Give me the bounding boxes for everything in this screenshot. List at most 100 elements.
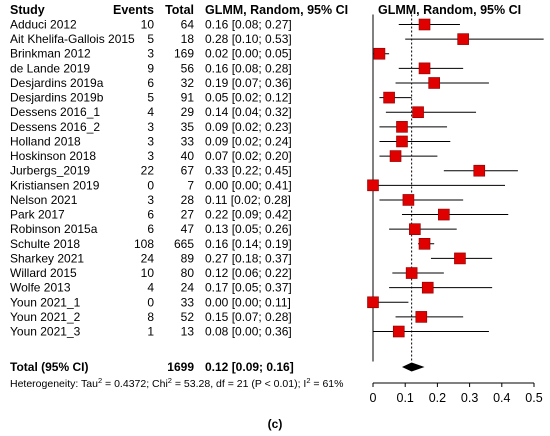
study-ci: 0.16 [0.14; 0.19] <box>205 237 292 251</box>
x-tick-label: 0.5 <box>525 391 542 405</box>
study-total: 28 <box>181 193 195 207</box>
study-name: Willard 2015 <box>10 266 77 280</box>
study-total: 169 <box>174 47 194 61</box>
study-name: Wolfe 2013 <box>10 281 71 295</box>
study-ci: 0.05 [0.02; 0.12] <box>205 91 292 105</box>
study-ci: 0.17 [0.05; 0.37] <box>205 281 292 295</box>
study-events: 5 <box>147 91 154 105</box>
study-total: 33 <box>181 295 195 309</box>
study-total: 80 <box>181 266 195 280</box>
point-estimate <box>457 33 469 45</box>
header-total: Total <box>165 3 194 17</box>
study-events: 3 <box>147 47 154 61</box>
pooled-ci: 0.12 [0.09; 0.16] <box>205 360 294 374</box>
study-ci: 0.27 [0.18; 0.37] <box>205 251 292 265</box>
point-estimate <box>473 164 486 177</box>
study-ci: 0.13 [0.05; 0.26] <box>205 222 292 236</box>
study-name: Dessens 2016_1 <box>10 105 100 119</box>
study-events: 3 <box>147 120 154 134</box>
study-total: 89 <box>181 251 195 265</box>
point-estimate <box>421 281 434 294</box>
study-name: Adduci 2012 <box>10 18 77 32</box>
study-ci: 0.11 [0.02; 0.28] <box>205 193 291 207</box>
study-ci: 0.09 [0.02; 0.24] <box>205 134 292 148</box>
point-estimate <box>373 47 386 60</box>
study-events: 3 <box>147 134 154 148</box>
study-events: 10 <box>141 18 155 32</box>
heterogeneity-text: Heterogeneity: Tau2 = 0.4372; Chi2 = 53.… <box>10 376 343 390</box>
study-events: 22 <box>141 164 155 178</box>
study-total: 18 <box>181 32 195 46</box>
study-events: 3 <box>147 149 154 163</box>
study-events: 0 <box>147 295 154 309</box>
study-name: Hoskinson 2018 <box>10 149 96 163</box>
study-ci: 0.07 [0.02; 0.20] <box>205 149 292 163</box>
study-events: 6 <box>147 76 154 90</box>
study-total: 7 <box>187 178 194 192</box>
study-total: 64 <box>181 18 195 32</box>
study-events: 3 <box>147 193 154 207</box>
point-estimate <box>402 194 415 206</box>
study-events: 24 <box>141 251 155 265</box>
study-total: 35 <box>181 120 195 134</box>
point-estimate <box>367 296 379 309</box>
study-ci: 0.14 [0.04; 0.32] <box>205 105 292 119</box>
study-events: 10 <box>141 266 155 280</box>
study-total: 40 <box>181 149 195 163</box>
point-estimate <box>392 325 405 338</box>
study-ci: 0.16 [0.08; 0.28] <box>205 61 292 75</box>
study-events: 0 <box>147 178 154 192</box>
pooled-label: Total (95% CI) <box>10 360 88 374</box>
study-events: 5 <box>147 32 154 46</box>
study-total: 56 <box>181 61 195 75</box>
study-name: Youn 2021_3 <box>10 325 81 339</box>
study-events: 108 <box>134 237 154 251</box>
study-ci: 0.02 [0.00; 0.05] <box>205 47 292 61</box>
study-ci: 0.12 [0.06; 0.22] <box>205 266 292 280</box>
study-ci: 0.00 [0.00; 0.41] <box>205 178 292 192</box>
x-tick-label: 0.2 <box>429 391 446 405</box>
study-ci: 0.28 [0.10; 0.53] <box>205 32 292 46</box>
study-total: 13 <box>181 325 195 339</box>
study-name: Sharkey 2021 <box>10 251 84 265</box>
header-study: Study <box>10 3 45 17</box>
study-events: 4 <box>147 105 154 119</box>
x-tick-label: 0 <box>370 391 377 405</box>
study-name: Desjardins 2019b <box>10 91 104 105</box>
study-total: 32 <box>181 76 195 90</box>
study-total: 47 <box>181 222 195 236</box>
study-ci: 0.33 [0.22; 0.45] <box>205 164 292 178</box>
study-total: 665 <box>174 237 194 251</box>
study-name: de Lande 2019 <box>10 61 90 75</box>
study-ci: 0.19 [0.07; 0.36] <box>205 76 292 90</box>
point-estimate <box>418 238 431 250</box>
study-ci: 0.16 [0.08; 0.27] <box>205 18 292 32</box>
study-ci: 0.22 [0.09; 0.42] <box>205 208 292 222</box>
point-estimate <box>415 311 428 323</box>
point-estimate <box>412 106 424 119</box>
x-axis: 0 0.1 0.2 0.3 0.4 0.5 <box>370 382 543 405</box>
header-plot: GLMM, Random, 95% CI <box>378 3 521 17</box>
study-name: Schulte 2018 <box>10 237 80 251</box>
study-events: 8 <box>147 310 154 324</box>
study-total: 33 <box>181 134 195 148</box>
x-tick-label: 0.4 <box>493 391 510 405</box>
study-name: Brinkman 2012 <box>10 47 91 61</box>
study-events: 6 <box>147 208 154 222</box>
point-estimate <box>454 252 466 265</box>
study-name: Desjardins 2019a <box>10 76 104 90</box>
study-total: 27 <box>181 208 195 222</box>
study-name: Park 2017 <box>10 208 65 222</box>
study-events: 1 <box>147 325 154 339</box>
study-ci: 0.00 [0.00; 0.11] <box>205 295 291 309</box>
point-estimate <box>418 18 431 31</box>
study-name: Ait Khelifa-Gallois 2015 <box>10 32 135 46</box>
point-estimate <box>428 77 440 89</box>
study-rows: Adduci 2012 10 64 0.16 [0.08; 0.27]Ait Khel… <box>10 18 292 339</box>
study-events: 9 <box>147 61 154 75</box>
study-total: 67 <box>181 164 195 178</box>
study-events: 6 <box>147 222 154 236</box>
study-name: Dessens 2016_2 <box>10 120 100 134</box>
study-events: 4 <box>147 281 154 295</box>
